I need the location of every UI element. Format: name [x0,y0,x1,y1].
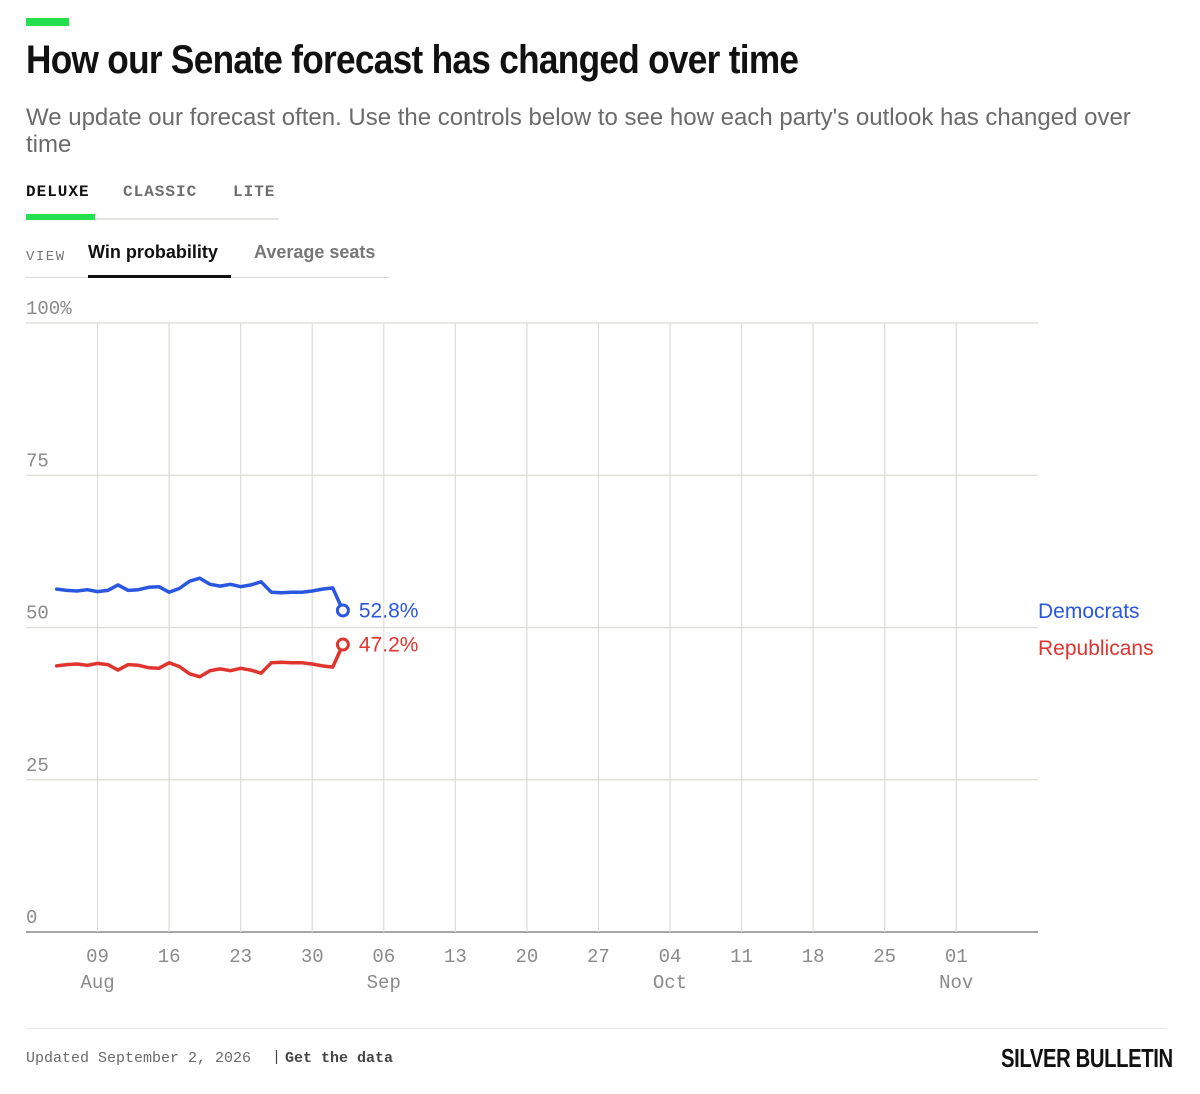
x-tick-label: 01 [945,946,968,968]
republicans-end-value: 47.2% [359,634,419,657]
x-tick-label: 23 [229,946,252,968]
view-tab-average-seats[interactable]: Average seats [254,242,376,262]
y-tick-label: 75 [26,450,49,472]
tab-classic[interactable]: CLASSIC [123,183,198,201]
get-data-link[interactable]: Get the data [285,1050,394,1067]
x-month-label: Nov [939,972,973,994]
x-tick-label: 11 [730,946,753,968]
legend-democrats: Democrats [1038,600,1140,623]
y-tick-label: 100% [26,298,72,320]
x-tick-label: 25 [873,946,896,968]
tab-lite[interactable]: LITE [233,183,276,201]
x-tick-label: 06 [372,946,395,968]
x-tick-label: 09 [86,946,109,968]
x-month-label: Sep [367,972,401,994]
democrats-line [54,576,345,613]
x-tick-label: 13 [444,946,467,968]
footer-separator: | [272,1049,282,1066]
x-tick-label: 20 [515,946,538,968]
democrats-end-marker [335,603,350,618]
tab-deluxe[interactable]: DELUXE [26,183,90,201]
forecast-chart: 100% 75 50 25 0 09 Aug 16 23 30 06 Sep 13 20 27 04 Oct 1… [26,298,1154,994]
x-month-label: Aug [80,972,114,994]
page-subtitle: We update our forecast often. Use the co… [26,104,1131,158]
x-tick-label: 18 [802,946,825,968]
x-tick-label: 27 [587,946,610,968]
democrats-end-value: 52.8% [359,599,419,622]
x-month-label: Oct [653,972,687,994]
y-tick-label: 0 [26,907,37,929]
view-label: VIEW [26,249,66,265]
y-tick-label: 25 [26,755,49,777]
x-tick-label: 16 [158,946,181,968]
silver-bulletin-logo: SILVER BULLETIN [1001,1043,1173,1073]
footer-divider [26,1028,1167,1029]
x-tick-label: 30 [301,946,324,968]
republicans-line [54,642,345,679]
active-view-indicator [88,275,231,278]
y-tick-label: 50 [26,603,49,625]
legend-republicans: Republicans [1038,637,1154,660]
x-tick-label: 04 [659,946,682,968]
republicans-end-marker [335,637,350,652]
model-tabs: DELUXE CLASSIC LITE [26,183,279,220]
view-selector: VIEW Win probability Average seats [26,240,389,278]
accent-bar [26,18,69,26]
active-tab-indicator [26,214,95,220]
page-title: How our Senate forecast has changed over… [26,38,799,82]
updated-timestamp: Updated September 2, 2026 [26,1050,252,1067]
view-tab-win-probability[interactable]: Win probability [88,242,218,262]
